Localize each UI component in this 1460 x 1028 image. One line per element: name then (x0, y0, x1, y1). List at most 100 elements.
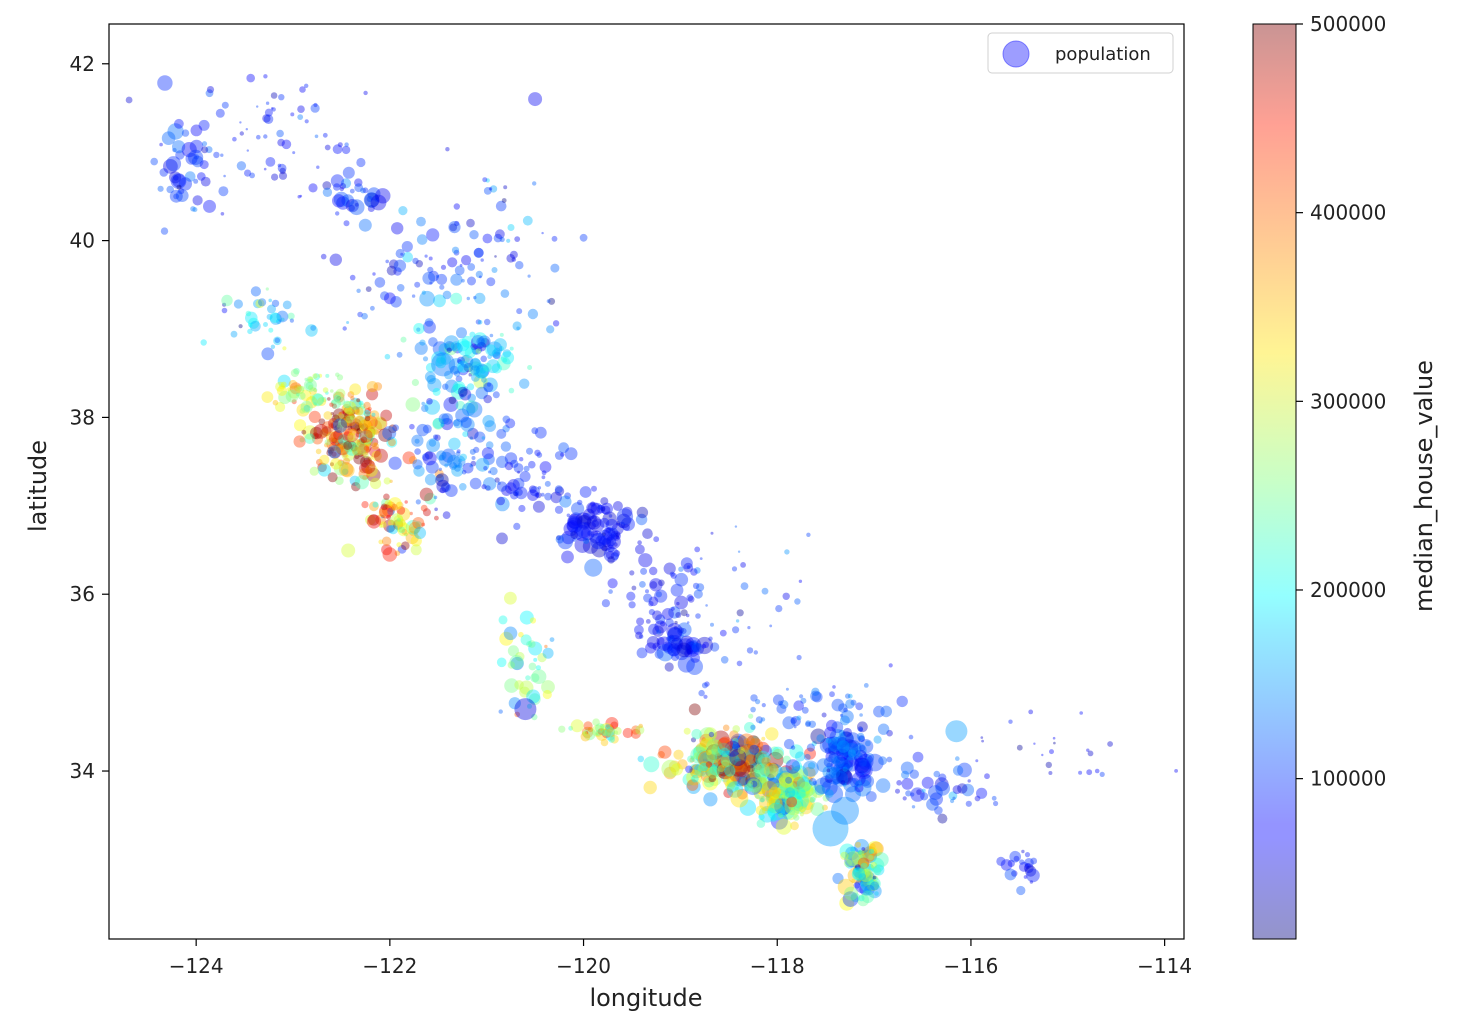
data-point (702, 774, 719, 791)
data-point (293, 367, 300, 375)
data-point (843, 707, 848, 713)
data-point (449, 223, 458, 232)
data-point (509, 346, 514, 351)
data-point (339, 183, 346, 190)
data-point (851, 851, 866, 866)
data-point (600, 506, 606, 512)
data-point (733, 735, 749, 751)
colorbar-tick-label: 400000 (1310, 201, 1386, 225)
data-point (416, 234, 428, 245)
data-point (453, 455, 466, 468)
data-point (473, 247, 484, 258)
data-point (739, 799, 757, 816)
data-point (336, 374, 344, 381)
data-point (686, 779, 699, 791)
data-point (519, 680, 534, 695)
data-point (872, 875, 877, 880)
data-point (801, 706, 809, 714)
data-point (457, 360, 470, 373)
data-point (1021, 849, 1025, 854)
data-point (736, 660, 743, 667)
data-point (528, 641, 543, 656)
data-point (444, 370, 453, 380)
data-point (297, 114, 304, 120)
x-axis-ticks: −124 −122 −120 −118 −116 −114 (169, 939, 1192, 978)
data-point (789, 766, 804, 782)
data-point (639, 581, 646, 588)
data-point (993, 800, 999, 807)
data-point (410, 544, 422, 556)
data-point (835, 756, 849, 770)
data-point (282, 346, 287, 351)
data-point (586, 515, 602, 530)
data-point (345, 437, 360, 452)
data-point (1049, 749, 1054, 755)
data-point (343, 220, 350, 227)
data-point (285, 389, 299, 403)
data-point (293, 384, 301, 391)
data-point (528, 460, 536, 469)
data-point (601, 729, 608, 737)
data-point (688, 703, 701, 716)
data-point (859, 756, 864, 761)
data-point (775, 796, 788, 810)
data-point (790, 716, 801, 727)
data-point (493, 233, 503, 243)
data-point (862, 846, 878, 862)
data-point (760, 797, 765, 803)
data-point (330, 389, 334, 393)
data-point (258, 298, 267, 307)
data-point (456, 449, 461, 454)
data-point (853, 866, 865, 878)
data-point (693, 744, 709, 760)
data-point (723, 751, 742, 770)
data-point (1079, 711, 1083, 715)
data-point (515, 261, 524, 270)
data-point (387, 519, 395, 527)
data-point (446, 347, 452, 353)
data-point (396, 351, 403, 358)
data-point (639, 634, 644, 639)
data-point (751, 761, 763, 773)
data-point (1016, 744, 1023, 751)
data-point (334, 424, 343, 433)
data-point (857, 857, 870, 870)
data-point (697, 762, 713, 777)
data-point (746, 735, 761, 750)
data-point (722, 761, 731, 771)
data-point (480, 337, 490, 348)
data-point (421, 522, 426, 527)
data-point (743, 754, 758, 769)
data-point (854, 760, 872, 778)
data-point (270, 344, 276, 349)
data-point (723, 764, 735, 775)
data-point (386, 525, 395, 534)
data-point (201, 141, 208, 147)
data-point (601, 729, 612, 739)
data-point (854, 839, 870, 854)
data-point (854, 867, 859, 873)
data-point (680, 557, 693, 570)
data-point (591, 514, 597, 520)
data-point (615, 521, 621, 526)
data-point (839, 747, 849, 757)
data-point (548, 297, 556, 305)
data-point (448, 221, 461, 234)
data-point (653, 536, 660, 543)
data-point (778, 770, 792, 784)
data-point (737, 746, 745, 754)
data-point (263, 74, 268, 79)
data-point (351, 406, 360, 415)
data-point (350, 396, 355, 401)
data-point (292, 151, 296, 155)
data-point (358, 463, 370, 474)
data-point (694, 546, 701, 553)
data-point (444, 341, 455, 352)
data-point (533, 657, 538, 662)
data-point (649, 578, 663, 592)
data-point (611, 522, 624, 535)
data-point (765, 791, 778, 805)
data-point (459, 483, 467, 491)
data-point (459, 453, 467, 461)
data-point (502, 425, 510, 433)
